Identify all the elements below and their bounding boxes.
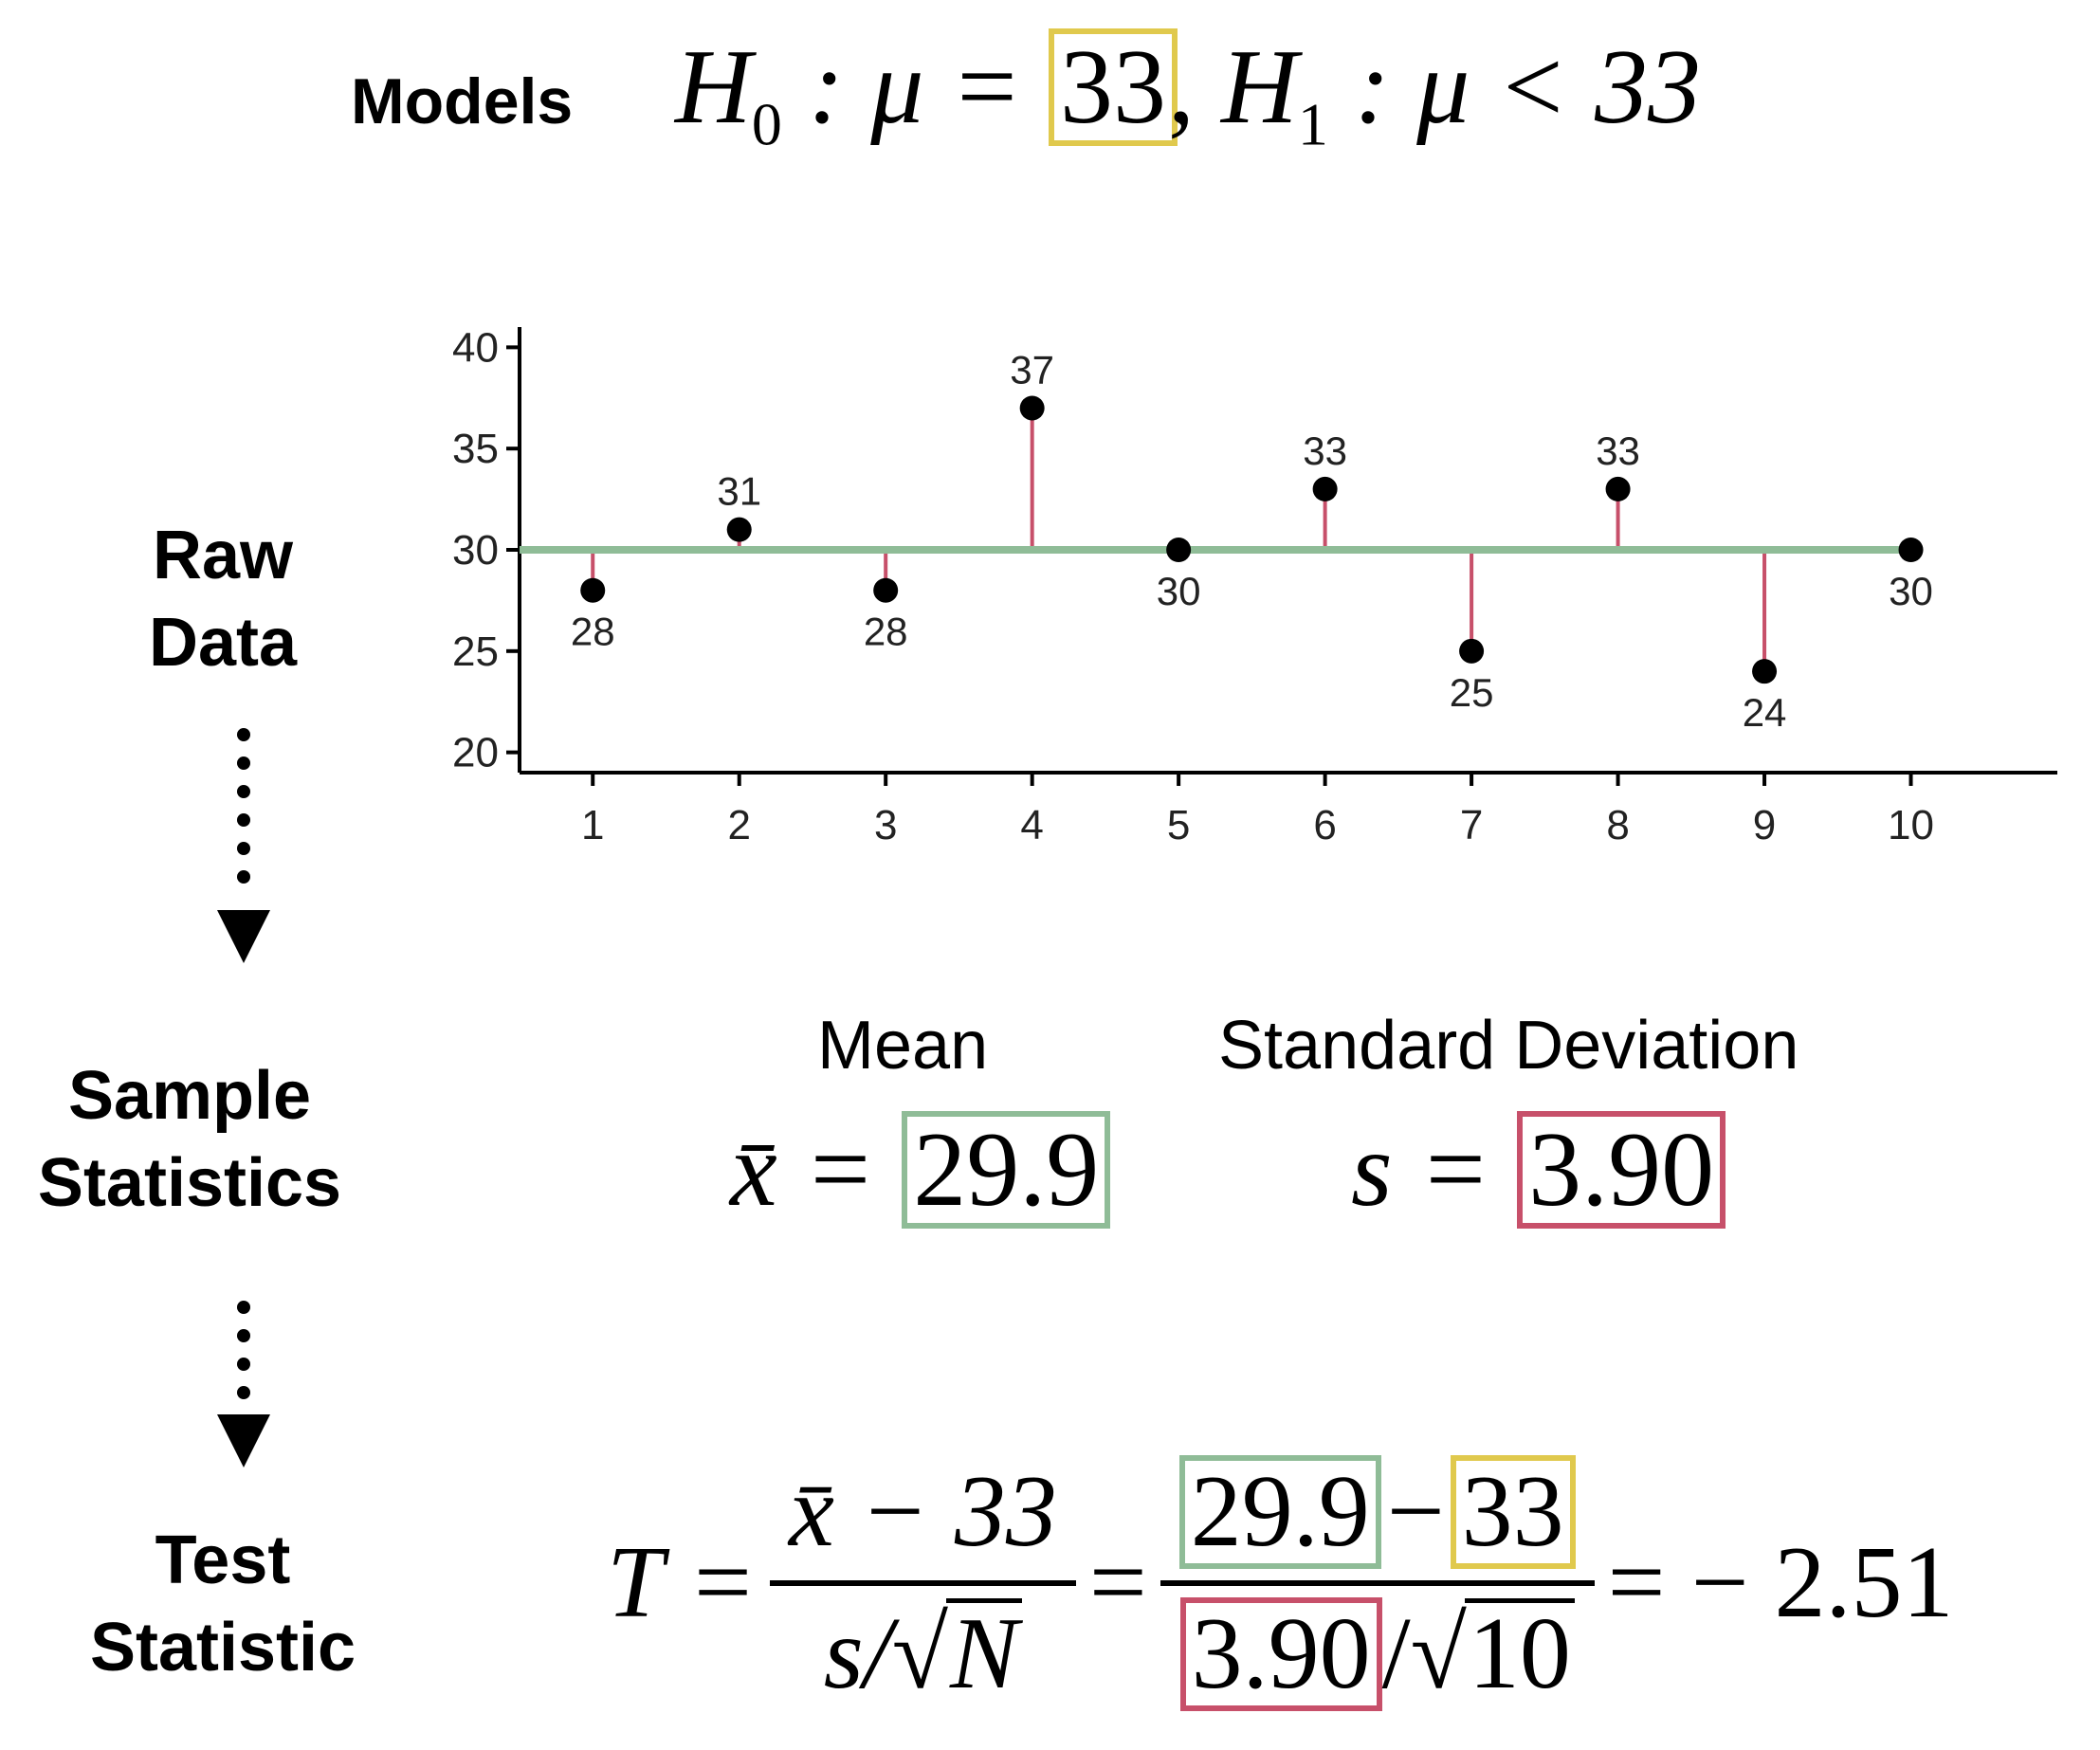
raw-label-line2: Data [148,605,298,681]
numerator-mu-box: 33 [1450,1455,1576,1569]
h1-symbol: H1 [1220,28,1328,158]
test-label-line1: Test [155,1522,291,1598]
point-label: 33 [1303,428,1347,473]
data-point [1019,395,1045,421]
fraction-bar-1 [770,1580,1076,1586]
mean-symbol: x̄ = [730,1111,876,1229]
t-symbol: T = [607,1526,757,1639]
h0-symbol: H0 [675,28,782,158]
minus-sign: − [1386,1455,1445,1568]
x-tick-label-6: 6 [1313,802,1336,848]
point-label: 28 [864,610,908,654]
sqrt-10: √10 [1411,1595,1575,1713]
x-tick-label-10: 10 [1888,802,1934,848]
hypotheses: H0 : μ = 33, H1 : μ < 33 [675,27,1701,159]
symbolic-denominator: s/√N [805,1586,1041,1713]
x-tick-label-7: 7 [1460,802,1483,848]
h1-relation: : μ < 33 [1354,28,1701,146]
test-statistic-label: Test Statistic [66,1517,379,1691]
data-point [726,517,752,542]
sample-label-line2: Statistics [37,1145,342,1221]
point-label: 31 [717,469,761,514]
data-point [1166,538,1192,562]
y-tick-label-35: 35 [452,426,499,472]
den-slash: / [1381,1597,1411,1710]
denominator-sd-box: 3.90 [1179,1597,1382,1711]
sd-value-box: 3.90 [1517,1111,1726,1229]
numeric-numerator: 29.9−33 [1160,1453,1595,1580]
sd-expression: s = 3.90 [1351,1109,1726,1231]
data-point [1459,638,1485,664]
symbolic-numerator: x̄ − 33 [789,1455,1057,1568]
models-label: Models [351,65,574,137]
x-tick-label-9: 9 [1753,802,1776,848]
y-tick-label-30: 30 [452,527,499,574]
mean-label: Mean [817,1008,989,1084]
x-tick-label-5: 5 [1167,802,1190,848]
point-label: 25 [1450,670,1494,715]
raw-label-line1: Raw [152,518,294,593]
fraction-symbolic: x̄ − 33 s/√N [770,1453,1076,1713]
comma: , [1167,28,1195,146]
h0-relation: : μ = [808,28,1022,146]
numeric-denominator: 3.90/√10 [1161,1586,1594,1713]
mean-value-box: 29.9 [902,1111,1111,1229]
x-tick-label-3: 3 [874,802,897,848]
data-point [1752,659,1778,684]
equals-sign: = [1088,1526,1147,1639]
data-point [580,577,606,603]
fraction-bar-2 [1160,1580,1595,1586]
x-tick-label-8: 8 [1606,802,1629,848]
test-label-line2: Statistic [89,1610,356,1686]
data-point [873,577,899,603]
test-statistic-formula: T = x̄ − 33 s/√N = 29.9−33 3.90/√10 = − … [607,1422,1954,1744]
y-tick-label-25: 25 [452,629,499,675]
point-label: 30 [1157,569,1201,613]
result: = − 2.51 [1607,1526,1954,1639]
raw-data-label: Raw Data [123,512,322,686]
x-tick-label-4: 4 [1020,802,1043,848]
numerator-mean-box: 29.9 [1178,1455,1381,1569]
mean-expression: x̄ = 29.9 [730,1109,1111,1231]
sample-label-line1: Sample [67,1058,312,1134]
sd-label: Standard Deviation [1218,1008,1799,1084]
h0-value-box: 33 [1048,28,1178,146]
fraction-numeric: 29.9−33 3.90/√10 [1160,1453,1595,1713]
data-point [1312,476,1338,501]
x-tick-label-2: 2 [727,802,750,848]
point-label: 37 [1010,347,1054,392]
data-point [1605,476,1631,501]
point-label: 30 [1889,569,1933,613]
sample-statistics-label: Sample Statistics [19,1052,360,1227]
den-s: s/ [823,1597,892,1710]
point-label: 24 [1743,690,1787,735]
x-tick-label-1: 1 [581,802,604,848]
point-label: 33 [1596,428,1640,473]
sd-symbol: s = [1351,1111,1491,1229]
sqrt-n: √N [892,1595,1023,1713]
data-point [1898,538,1924,562]
y-tick-label-40: 40 [452,324,499,371]
point-label: 28 [571,610,615,654]
y-tick-label-20: 20 [452,730,499,776]
